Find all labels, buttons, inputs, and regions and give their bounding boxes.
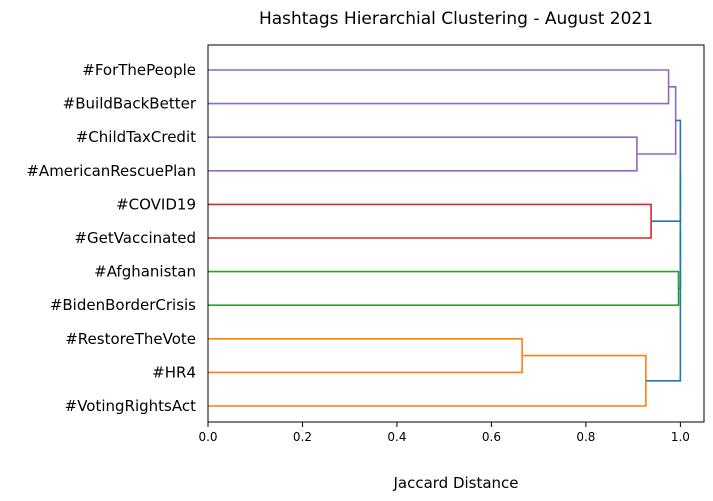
leaf-label: #RestoreTheVote [65,330,196,348]
x-tick-label: 0.0 [198,430,217,444]
x-tick-label: 0.4 [387,430,406,444]
dendrogram-link [208,338,523,374]
dendrogram-link [208,203,652,239]
dendrogram-link [208,136,638,172]
leaf-label: #ForThePeople [82,61,196,79]
x-tick-label: 0.6 [482,430,501,444]
leaf-label: #COVID19 [116,195,196,213]
dendrogram-links [208,69,682,407]
x-axis-label: Jaccard Distance [392,474,518,492]
dendrogram-link [645,229,682,382]
dendrogram-link [636,86,677,155]
leaf-label: #Afghanistan [94,263,196,281]
leaf-label: #ChildTaxCredit [76,128,196,146]
x-axis-ticks: 0.0 0.2 0.4 0.6 0.8 1.0 [198,422,690,444]
x-tick-label: 0.8 [576,430,595,444]
leaf-label: #BuildBackBetter [63,95,197,113]
dendrogram-link [208,69,670,105]
dendrogram-link [208,270,680,306]
x-tick-label: 0.2 [293,430,312,444]
leaf-label: #BidenBorderCrisis [50,296,196,314]
leaf-label: #AmericanRescuePlan [26,162,196,180]
plot-frame [207,44,705,423]
leaf-label: #HR4 [152,363,196,381]
leaf-label: #GetVaccinated [74,229,196,247]
dendrogram-link [208,354,647,407]
x-tick-label: 1.0 [671,430,690,444]
leaf-label: #VotingRightsAct [65,397,196,415]
chart-title: Hashtags Hierarchial Clustering - August… [259,9,653,29]
leaf-labels: #ForThePeople #BuildBackBetter #ChildTaxCr… [26,61,196,415]
